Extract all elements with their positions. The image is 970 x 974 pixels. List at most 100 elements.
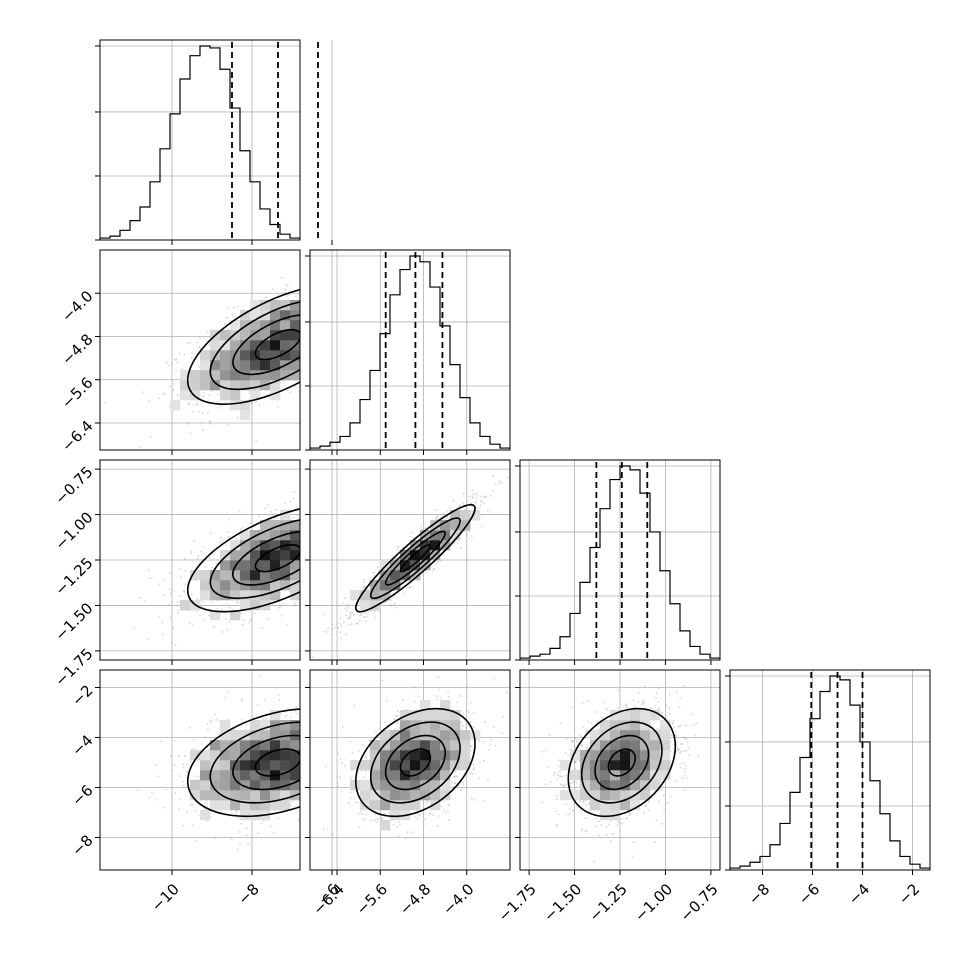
scatter-point [356, 340, 358, 342]
scatter-point [345, 565, 347, 567]
scatter-point [415, 279, 417, 281]
scatter-point [344, 517, 346, 519]
scatter-point [310, 535, 312, 537]
scatter-point [329, 535, 331, 537]
scatter-point [323, 351, 325, 353]
scatter-point [332, 529, 334, 531]
scatter-point [203, 619, 205, 621]
scatter-point [317, 535, 319, 537]
scatter-point [324, 340, 326, 342]
scatter-point [339, 631, 341, 633]
scatter-point [435, 563, 437, 565]
scatter-point [301, 340, 303, 342]
scatter-point [317, 339, 319, 341]
scatter-point [343, 518, 345, 520]
scatter-point [366, 615, 368, 617]
scatter-point [217, 393, 219, 395]
scatter-point [327, 541, 329, 543]
scatter-point [342, 539, 344, 541]
scatter-point [236, 538, 238, 540]
scatter-point [301, 554, 303, 556]
scatter-point [302, 364, 304, 366]
scatter-point [307, 543, 309, 545]
scatter-point [327, 293, 329, 295]
scatter-point [250, 522, 252, 524]
scatter-point [360, 523, 362, 525]
scatter-point [360, 289, 362, 291]
scatter-point [316, 357, 318, 359]
scatter-point [197, 558, 199, 560]
scatter-point [300, 334, 302, 336]
scatter-point [326, 500, 328, 502]
scatter-point [228, 519, 230, 521]
scatter-point [302, 592, 304, 594]
scatter-point [315, 535, 317, 537]
scatter-point [311, 334, 313, 336]
scatter-point [303, 334, 305, 336]
scatter-point [233, 316, 235, 318]
scatter-point [335, 531, 337, 533]
scatter-point [325, 575, 327, 577]
scatter-point [466, 534, 468, 536]
scatter-point [306, 572, 308, 574]
scatter-point [179, 568, 181, 570]
scatter-point [319, 324, 321, 326]
scatter-point [323, 349, 325, 351]
scatter-point [329, 548, 331, 550]
scatter-point [317, 333, 319, 335]
scatter-point [316, 521, 318, 523]
scatter-point [301, 577, 303, 579]
density-cell [210, 340, 220, 350]
scatter-point [321, 326, 323, 328]
scatter-point [316, 568, 318, 570]
scatter-point [322, 353, 324, 355]
scatter-point [321, 552, 323, 554]
scatter-point [377, 530, 379, 532]
scatter-point [354, 566, 356, 568]
scatter-point [398, 545, 400, 547]
scatter-point [197, 555, 199, 557]
scatter-point [312, 339, 314, 341]
scatter-point [335, 561, 337, 563]
scatter-point [318, 345, 320, 347]
scatter-point [328, 553, 330, 555]
scatter-point [193, 540, 195, 542]
scatter-point [304, 303, 306, 305]
scatter-point [179, 353, 181, 355]
scatter-point [301, 561, 303, 563]
scatter-point [351, 529, 353, 531]
scatter-point [148, 569, 150, 571]
panel-frame [310, 250, 510, 450]
scatter-point [344, 298, 346, 300]
scatter-point [327, 327, 329, 329]
scatter-point [304, 376, 306, 378]
scatter-point [304, 581, 306, 583]
scatter-point [275, 509, 277, 511]
scatter-point [216, 608, 218, 610]
scatter-point [335, 348, 337, 350]
scatter-point [328, 551, 330, 553]
scatter-point [320, 553, 322, 555]
scatter-point [359, 555, 361, 557]
scatter-point [338, 570, 340, 572]
scatter-point [314, 329, 316, 331]
scatter-point [293, 602, 295, 604]
scatter-point [350, 538, 352, 540]
scatter-point [323, 325, 325, 327]
scatter-point [342, 261, 344, 263]
scatter-point [306, 354, 308, 356]
scatter-point [338, 531, 340, 533]
scatter-point [376, 308, 378, 310]
scatter-point [347, 287, 349, 289]
scatter-point [196, 341, 198, 343]
scatter-point [328, 323, 330, 325]
scatter-point [303, 552, 305, 554]
density-cell [180, 390, 190, 400]
scatter-point [311, 544, 313, 546]
scatter-point [359, 620, 361, 622]
scatter-point [278, 607, 280, 609]
scatter-point [327, 529, 329, 531]
density-cell [180, 600, 190, 610]
scatter-point [308, 568, 310, 570]
scatter-point [321, 310, 323, 312]
